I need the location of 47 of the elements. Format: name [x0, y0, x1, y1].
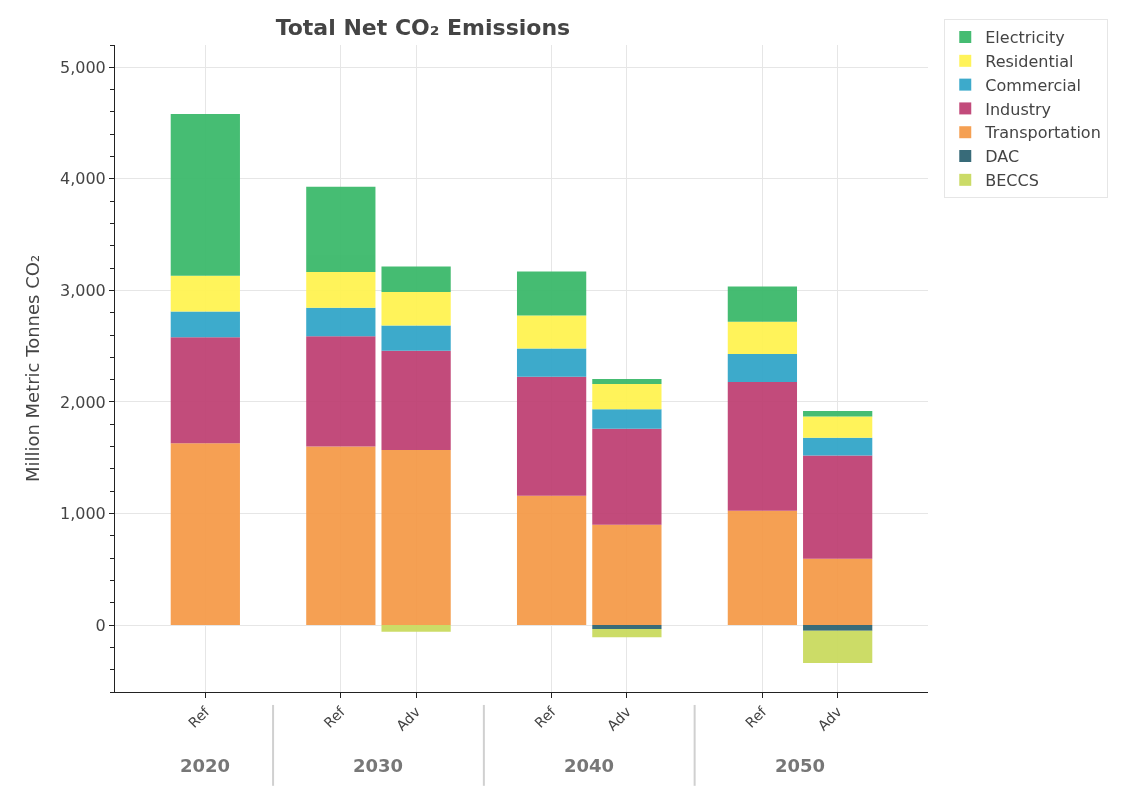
- bar: [592, 428, 662, 525]
- bar: [381, 625, 451, 632]
- legend-label: DAC: [985, 147, 1020, 167]
- bar: [170, 311, 240, 338]
- bar: [803, 437, 873, 456]
- y-tick-label: 3,000: [59, 281, 106, 301]
- x-tick-label: Ref: [185, 702, 214, 731]
- bar: [803, 455, 873, 559]
- legend-label: Electricity: [985, 28, 1065, 48]
- bar: [592, 524, 662, 626]
- legend-label: Transportation: [984, 123, 1101, 143]
- legend-label: BECCS: [985, 171, 1039, 191]
- x-tick-label: Ref: [320, 702, 349, 731]
- chart-title: Total Net CO₂ Emissions: [275, 15, 571, 41]
- x-tick-label: Ref: [531, 702, 560, 731]
- text: 2030: [353, 755, 404, 776]
- text: 2040: [564, 755, 615, 776]
- bar: [803, 416, 873, 438]
- bar: [803, 625, 873, 631]
- bar: [592, 409, 662, 429]
- x-tick-label: Ref: [742, 702, 771, 731]
- y-tick-label: 5,000: [59, 57, 106, 77]
- legend-label: Residential: [985, 52, 1074, 72]
- bar: [592, 384, 662, 410]
- bar: [170, 337, 240, 444]
- bar: [381, 449, 451, 626]
- y-tick-label: 0: [95, 615, 106, 635]
- y-tick-label: 1,000: [59, 504, 106, 524]
- bar: [592, 625, 662, 629]
- y-tick-label: 2,000: [59, 392, 106, 412]
- bar: [381, 292, 451, 326]
- y-axis-title: Million Metric Tonnes CO₂: [22, 254, 44, 483]
- bar: [803, 558, 873, 626]
- bar: [381, 350, 451, 450]
- bar: [592, 379, 662, 385]
- bar: [381, 325, 451, 351]
- bar: [803, 630, 873, 663]
- bar: [170, 443, 240, 626]
- text: 2020: [180, 755, 231, 776]
- text: 2050: [775, 755, 826, 776]
- bar: [381, 266, 451, 293]
- y-tick-label: 4,000: [59, 169, 106, 189]
- legend-label: Industry: [985, 99, 1052, 119]
- bar: [170, 114, 240, 276]
- bar: [170, 275, 240, 312]
- legend-label: Commercial: [985, 75, 1081, 95]
- bar: [592, 628, 662, 638]
